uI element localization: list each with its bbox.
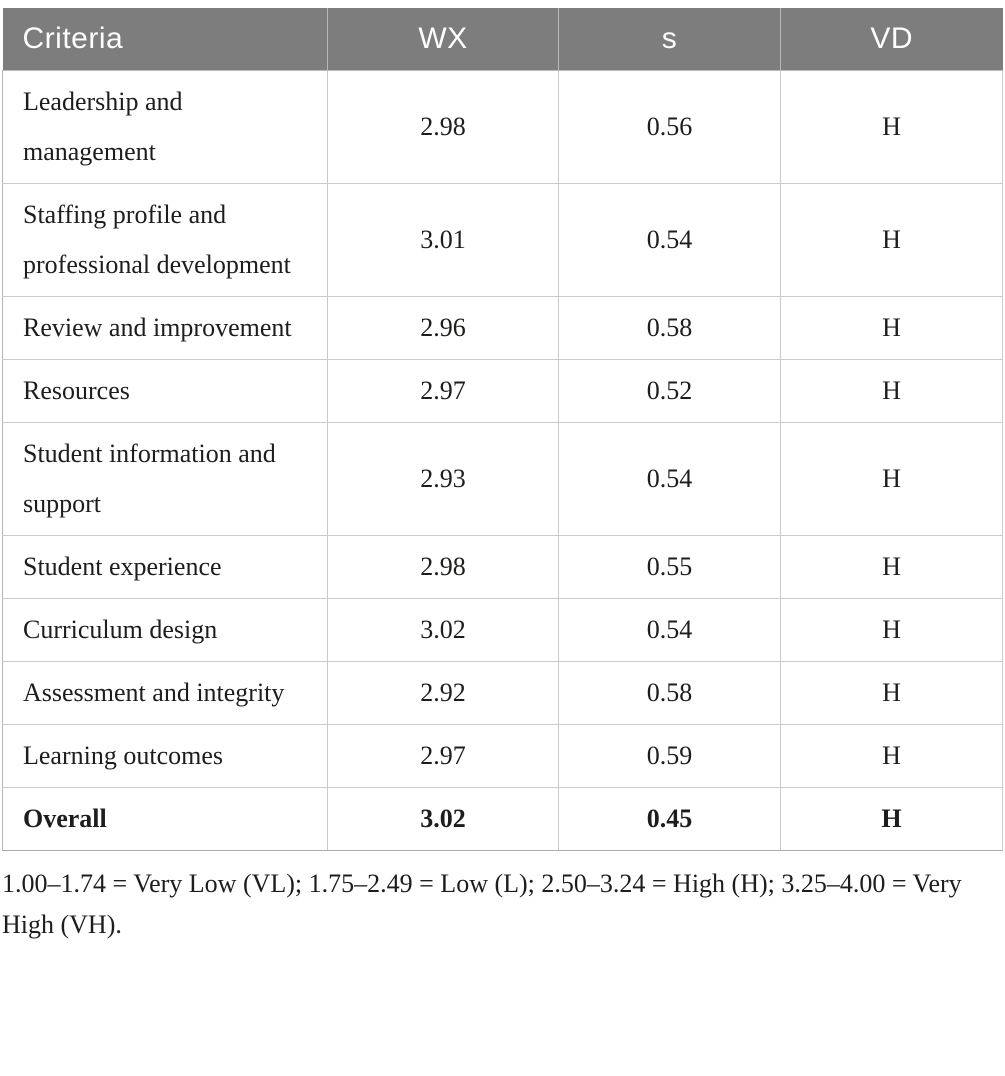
wx-value-cell: 2.97 [327,358,559,423]
table-row: Learning outcomes 2.97 0.59 H [2,723,1003,788]
criteria-ratings-table: Criteria WX s VD Leadership and manageme… [2,8,1003,851]
criteria-cell: Student information and support [2,421,328,536]
table-row: Resources 2.97 0.52 H [2,358,1003,423]
vd-value-cell: H [780,786,1003,851]
vd-value-cell: H [780,597,1003,662]
criteria-cell: Resources [2,358,328,423]
table-row: Student experience 2.98 0.55 H [2,534,1003,599]
s-value-cell: 0.54 [558,597,781,662]
table-header: Criteria WX s VD [2,8,1003,71]
vd-value-cell: H [780,534,1003,599]
criteria-cell: Leadership and management [2,69,328,184]
s-value-cell: 0.54 [558,182,781,297]
table-body: Leadership and management 2.98 0.56 H St… [2,69,1003,851]
wx-value-cell: 3.02 [327,597,559,662]
table-figure: Criteria WX s VD Leadership and manageme… [2,8,1003,939]
table-row: Assessment and integrity 2.92 0.58 H [2,660,1003,725]
table-row: Curriculum design 3.02 0.54 H [2,597,1003,662]
table-footnote: 1.00–1.74 = Very Low (VL); 1.75–2.49 = L… [2,868,962,939]
column-header-s: s [558,8,781,71]
s-value-cell: 0.59 [558,723,781,788]
criteria-cell: Overall [2,786,328,851]
criteria-cell: Assessment and integrity [2,660,328,725]
vd-value-cell: H [780,295,1003,360]
criteria-cell: Staffing profile and professional develo… [2,182,328,297]
wx-value-cell: 2.98 [327,534,559,599]
table-row: Overall 3.02 0.45 H [2,786,1003,851]
wx-value-cell: 3.01 [327,182,559,297]
s-value-cell: 0.52 [558,358,781,423]
table-row: Leadership and management 2.98 0.56 H [2,69,1003,184]
table-row: Review and improvement 2.96 0.58 H [2,295,1003,360]
wx-value-cell: 2.97 [327,723,559,788]
criteria-cell: Curriculum design [2,597,328,662]
wx-value-cell: 2.98 [327,69,559,184]
vd-value-cell: H [780,182,1003,297]
s-value-cell: 0.58 [558,660,781,725]
table-header-row: Criteria WX s VD [2,8,1003,71]
table-row: Student information and support 2.93 0.5… [2,421,1003,536]
s-value-cell: 0.56 [558,69,781,184]
column-header-wx: WX [327,8,559,71]
criteria-cell: Learning outcomes [2,723,328,788]
vd-value-cell: H [780,723,1003,788]
s-value-cell: 0.45 [558,786,781,851]
s-value-cell: 0.54 [558,421,781,536]
wx-value-cell: 3.02 [327,786,559,851]
wx-value-cell: 2.93 [327,421,559,536]
column-header-criteria: Criteria [2,8,328,71]
vd-value-cell: H [780,660,1003,725]
wx-value-cell: 2.96 [327,295,559,360]
criteria-cell: Student experience [2,534,328,599]
column-header-vd: VD [780,8,1003,71]
vd-value-cell: H [780,421,1003,536]
wx-value-cell: 2.92 [327,660,559,725]
s-value-cell: 0.55 [558,534,781,599]
vd-value-cell: H [780,358,1003,423]
s-value-cell: 0.58 [558,295,781,360]
vd-value-cell: H [780,69,1003,184]
criteria-cell: Review and improvement [2,295,328,360]
table-row: Staffing profile and professional develo… [2,182,1003,297]
